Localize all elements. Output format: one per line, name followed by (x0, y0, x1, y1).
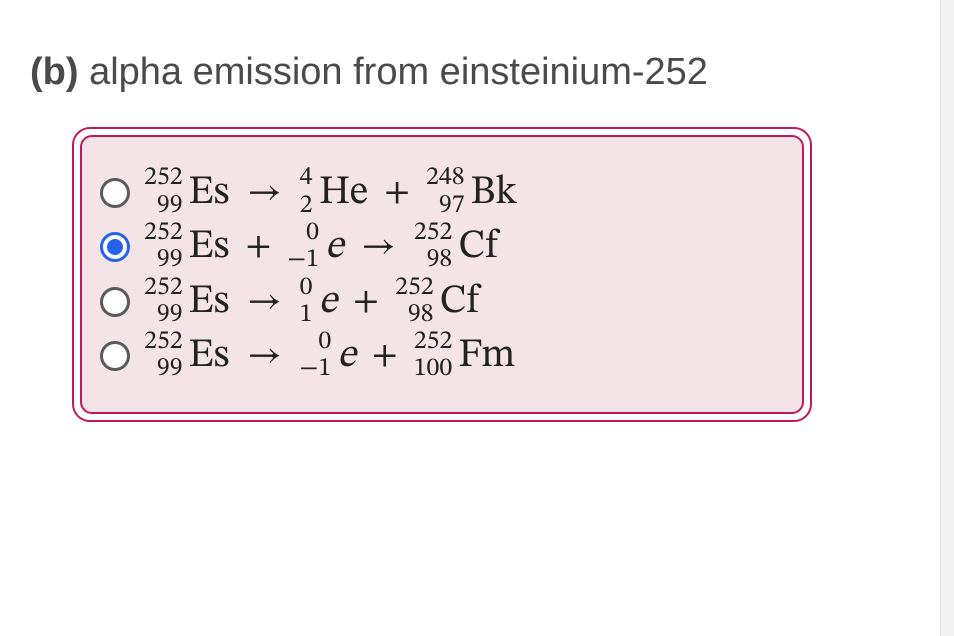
plus-operator: + (353, 284, 379, 320)
nuclide: 252100Fm (414, 329, 516, 384)
mass-number: 252 (144, 275, 183, 302)
element-symbol: e (337, 336, 356, 376)
element-symbol: Cf (440, 282, 479, 322)
atomic-number: −1 (300, 356, 332, 383)
mass-atomic-numbers: 25299 (144, 220, 183, 275)
element-symbol: Es (189, 282, 230, 322)
nuclide: 25298Cf (414, 220, 498, 275)
element-symbol: Cf (458, 227, 497, 267)
mass-number: 252 (414, 220, 453, 247)
equation: 25299Es→0−1e+252100Fm (144, 329, 515, 384)
mass-atomic-numbers: 01 (300, 275, 313, 330)
mass-number: 0 (300, 275, 313, 302)
radio-button[interactable] (100, 178, 130, 208)
option-row[interactable]: 25299Es+0−1e→25298Cf (100, 220, 778, 275)
plus-operator: + (245, 229, 271, 265)
mass-atomic-numbers: 252100 (414, 329, 453, 384)
option-row[interactable]: 25299Es→0−1e+252100Fm (100, 329, 778, 384)
mass-number: 4 (300, 165, 313, 192)
mass-atomic-numbers: 25299 (144, 275, 183, 330)
atomic-number: 99 (157, 302, 183, 329)
plus-operator: + (372, 338, 398, 374)
option-row[interactable]: 25299Es→01e+25298Cf (100, 275, 778, 330)
atomic-number: 98 (427, 247, 453, 274)
mass-atomic-numbers: 25298 (395, 275, 434, 330)
atomic-number: 99 (157, 193, 183, 220)
atomic-number: 1 (300, 302, 313, 329)
mass-number: 248 (426, 165, 465, 192)
element-symbol: Es (189, 173, 230, 213)
mass-atomic-numbers: 0−1 (287, 220, 319, 275)
plus-operator: + (384, 175, 410, 211)
option-row[interactable]: 25299Es → 42He +24897Bk (100, 165, 778, 220)
scrollbar[interactable] (940, 0, 954, 636)
arrow-icon: → (247, 338, 281, 374)
mass-number: 252 (144, 165, 183, 192)
mass-atomic-numbers: 25298 (414, 220, 453, 275)
radio-button[interactable] (100, 341, 130, 371)
mass-atomic-numbers: 0−1 (300, 329, 332, 384)
mass-atomic-numbers: 25299 (144, 165, 183, 220)
atomic-number: 99 (157, 247, 183, 274)
nuclide: 42He (300, 165, 369, 220)
mass-atomic-numbers: 25299 (144, 329, 183, 384)
arrow-icon: → (362, 229, 396, 265)
nuclide: 24897Bk (426, 165, 517, 220)
element-symbol: Es (189, 336, 230, 376)
atomic-number: 99 (157, 356, 183, 383)
options-box-inner: 25299Es→42He+24897Bk25299Es+0−1e→25298Cf… (80, 135, 804, 413)
element-symbol: He (318, 173, 368, 213)
mass-number: 252 (414, 329, 453, 356)
nuclide: 0−1e (287, 220, 343, 275)
element-symbol: e (325, 227, 344, 267)
equation: 25299Es → 42He +24897Bk (144, 165, 517, 220)
equation: 25299Es+0−1e→25298Cf (144, 220, 497, 275)
radio-button[interactable] (100, 232, 130, 262)
nuclide: 25298Cf (395, 275, 479, 330)
question-label: (b) (30, 51, 79, 93)
mass-number: 0 (306, 220, 319, 247)
question-text: alpha emission from einsteinium-252 (79, 51, 708, 93)
atomic-number: 98 (408, 302, 434, 329)
mass-atomic-numbers: 24897 (426, 165, 465, 220)
nuclide: 25299Es (144, 220, 229, 275)
nuclide: 25299Es (144, 275, 229, 330)
arrow-icon: → (247, 175, 281, 211)
nuclide: 0−1e (300, 329, 356, 384)
mass-number: 0 (318, 329, 331, 356)
options-box-outer: 25299Es→42He+24897Bk25299Es+0−1e→25298Cf… (72, 127, 812, 421)
element-symbol: Bk (471, 173, 517, 213)
element-symbol: Es (189, 227, 230, 267)
arrow-icon: → (247, 284, 281, 320)
atomic-number: 2 (300, 193, 313, 220)
element-symbol: Fm (458, 336, 515, 376)
mass-number: 252 (144, 329, 183, 356)
element-symbol: e (318, 282, 337, 322)
atomic-number: 100 (414, 356, 453, 383)
mass-atomic-numbers: 42 (300, 165, 313, 220)
nuclide: 25299Es (144, 165, 229, 220)
question-prompt: (b) alpha emission from einsteinium-252 (0, 0, 954, 117)
equation: 25299Es→01e+25298Cf (144, 275, 479, 330)
atomic-number: 97 (439, 193, 465, 220)
nuclide: 25299Es (144, 329, 229, 384)
radio-button[interactable] (100, 287, 130, 317)
mass-number: 252 (144, 220, 183, 247)
atomic-number: −1 (287, 247, 319, 274)
mass-number: 252 (395, 275, 434, 302)
nuclide: 01e (300, 275, 337, 330)
